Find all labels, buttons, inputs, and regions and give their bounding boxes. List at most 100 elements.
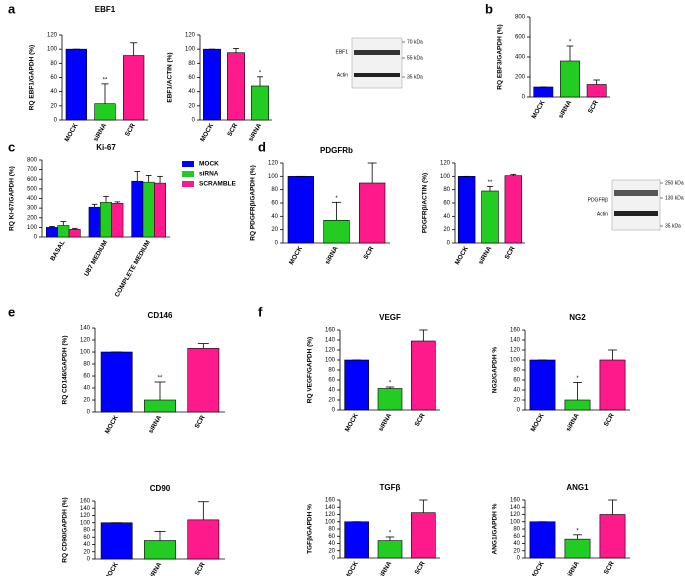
x-tick-label: SCR bbox=[414, 412, 427, 428]
x-tick-label: siRNA bbox=[557, 99, 573, 120]
y-tick-label: 20 bbox=[50, 103, 57, 109]
significance: * bbox=[389, 531, 392, 537]
chart-title: ANG1 bbox=[566, 483, 589, 492]
x-tick-label: U87 MEDIUM bbox=[83, 239, 109, 277]
x-tick-label: MOCK bbox=[104, 561, 120, 576]
bar bbox=[599, 359, 626, 411]
y-tick-label: 100 bbox=[268, 174, 279, 180]
y-tick-label: 60 bbox=[328, 378, 335, 384]
bar bbox=[144, 540, 176, 560]
y-tick-label: 200 bbox=[515, 75, 526, 81]
bar bbox=[100, 351, 133, 413]
y-tick-label: 80 bbox=[443, 187, 450, 193]
x-tick-label: siRNA bbox=[377, 560, 393, 576]
y-axis-label: RQ CD90/GAPDH (%) bbox=[62, 497, 69, 562]
y-tick-label: 0 bbox=[447, 241, 451, 247]
y-tick-label: 0 bbox=[522, 95, 526, 101]
bar bbox=[411, 512, 436, 559]
y-tick-label: 20 bbox=[443, 227, 450, 233]
bar bbox=[287, 176, 314, 244]
x-tick-label: SCR bbox=[504, 245, 517, 261]
x-tick-label: MOCK bbox=[344, 412, 360, 433]
marker-label: 130 kDa bbox=[665, 195, 684, 201]
bar bbox=[68, 229, 81, 238]
y-tick-label: 20 bbox=[271, 227, 278, 233]
x-tick-label: siRNA bbox=[477, 245, 493, 266]
y-axis-label: RQ PDGFRβ/GAPDH (%) bbox=[250, 165, 257, 240]
y-tick-label: 120 bbox=[510, 512, 521, 518]
y-tick-label: 140 bbox=[325, 505, 336, 511]
y-tick-label: 100 bbox=[185, 47, 196, 53]
y-tick-label: 20 bbox=[83, 549, 90, 555]
y-tick-label: 100 bbox=[510, 519, 521, 525]
y-tick-label: 140 bbox=[510, 505, 521, 511]
y-tick-label: 80 bbox=[83, 362, 90, 368]
x-tick-label: siRNA bbox=[147, 414, 163, 435]
bar bbox=[560, 60, 580, 98]
blot-band bbox=[354, 73, 400, 77]
y-tick-label: 160 bbox=[80, 499, 91, 505]
x-tick-label: SCR bbox=[587, 99, 600, 115]
y-tick-label: 100 bbox=[510, 358, 521, 364]
bar bbox=[154, 182, 166, 238]
y-tick-label: 80 bbox=[328, 368, 335, 374]
x-tick-label: SCR bbox=[226, 122, 239, 138]
significance: ** bbox=[103, 77, 108, 83]
y-tick-label: 40 bbox=[83, 386, 90, 392]
x-tick-label: siRNA bbox=[377, 412, 393, 433]
bar bbox=[586, 84, 607, 98]
bar bbox=[144, 399, 176, 413]
y-tick-label: 0 bbox=[87, 410, 91, 416]
chart-title: CD146 bbox=[148, 311, 173, 320]
y-tick-label: 140 bbox=[80, 326, 91, 332]
y-tick-label: 100 bbox=[325, 358, 336, 364]
significance: ** bbox=[488, 180, 493, 186]
bar bbox=[377, 540, 403, 559]
y-tick-label: 60 bbox=[513, 378, 520, 384]
x-tick-label: MOCK bbox=[64, 122, 80, 143]
y-tick-label: 20 bbox=[328, 548, 335, 554]
y-tick-label: 120 bbox=[440, 161, 451, 167]
x-tick-label: MOCK bbox=[531, 99, 547, 120]
y-axis-label: RQ CD146/GAPDH (%) bbox=[62, 336, 69, 405]
chart-title: TGFβ bbox=[380, 483, 401, 492]
y-tick-label: 0 bbox=[332, 556, 336, 562]
y-tick-label: 100 bbox=[325, 519, 336, 525]
bar bbox=[529, 359, 556, 411]
marker-label: 35 kDa bbox=[407, 74, 423, 80]
panel-letter: f bbox=[258, 304, 263, 319]
y-tick-label: 120 bbox=[268, 161, 279, 167]
bar bbox=[599, 514, 626, 559]
blot-label: Actin bbox=[597, 211, 608, 217]
y-tick-label: 60 bbox=[83, 374, 90, 380]
y-tick-label: 0 bbox=[275, 241, 279, 247]
legend-swatch bbox=[182, 171, 194, 177]
bar bbox=[227, 52, 245, 121]
bar bbox=[142, 181, 155, 238]
bar bbox=[187, 519, 220, 560]
y-tick-label: 600 bbox=[27, 177, 38, 183]
blot-band bbox=[614, 211, 658, 216]
significance: * bbox=[576, 528, 579, 534]
y-tick-label: 0 bbox=[34, 235, 38, 241]
y-tick-label: 40 bbox=[513, 388, 520, 394]
y-tick-label: 400 bbox=[27, 196, 38, 202]
blot-band bbox=[614, 190, 658, 196]
y-tick-label: 40 bbox=[50, 89, 57, 95]
y-tick-label: 80 bbox=[328, 527, 335, 533]
blot-label: Actin bbox=[337, 72, 348, 78]
y-tick-label: 80 bbox=[271, 187, 278, 193]
bar bbox=[481, 190, 499, 244]
y-tick-label: 80 bbox=[513, 527, 520, 533]
chart-title: Ki-67 bbox=[96, 143, 116, 152]
bar bbox=[564, 399, 591, 411]
y-tick-label: 160 bbox=[510, 328, 521, 334]
y-tick-label: 500 bbox=[27, 186, 38, 192]
y-tick-label: 20 bbox=[513, 398, 520, 404]
y-tick-label: 140 bbox=[510, 338, 521, 344]
y-tick-label: 20 bbox=[328, 398, 335, 404]
x-tick-label: COMPLETE MEDIUM bbox=[114, 239, 152, 298]
legend-label: MOCK bbox=[199, 161, 219, 168]
x-tick-label: MOCK bbox=[199, 122, 215, 143]
